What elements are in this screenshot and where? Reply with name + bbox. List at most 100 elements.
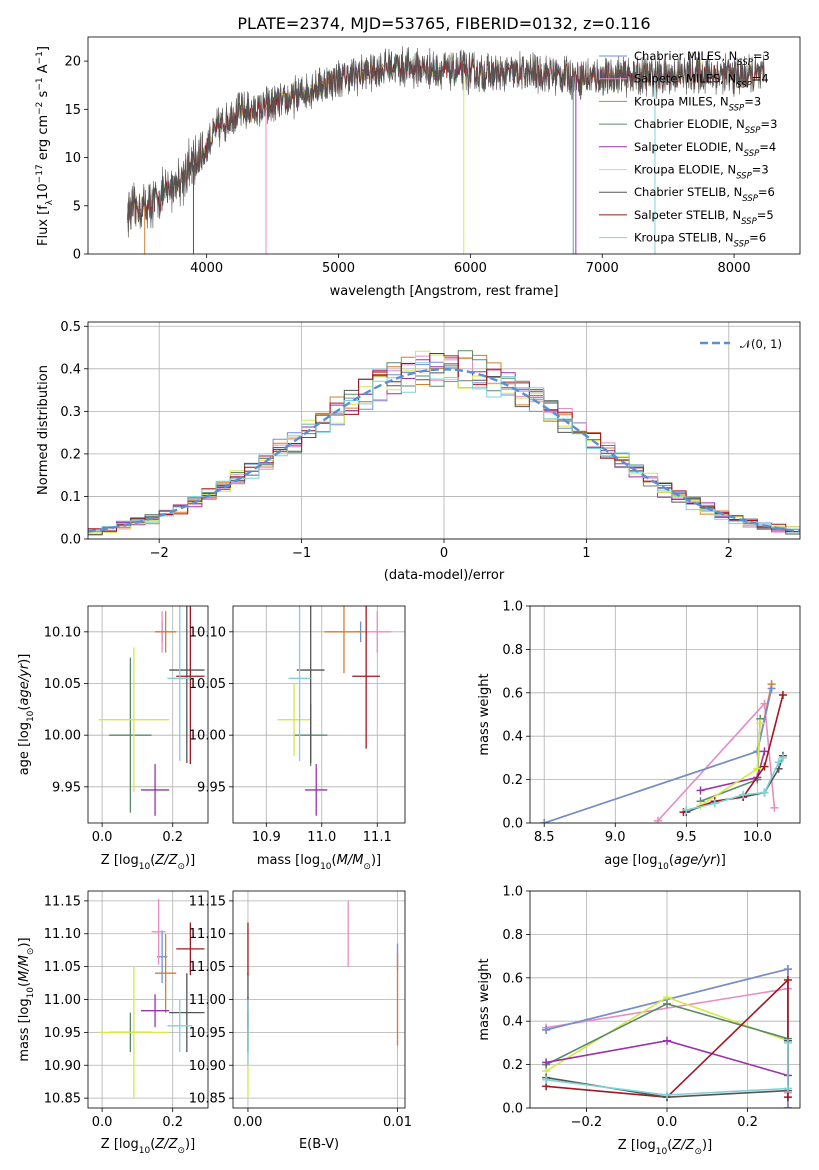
x-tick-label: 0 (440, 546, 448, 561)
y-tick-label: 5 (73, 199, 81, 214)
plot-area (127, 46, 765, 254)
axes-spectrum: 4000 5000 6000 7000 8000 0 5 10 15 20 Chabrier MIL… (35, 36, 801, 299)
y-tick-label: 0.4 (502, 1015, 523, 1030)
y-tick-label: 11.05 (44, 960, 81, 975)
x-tick-label: 0.01 (383, 1115, 412, 1130)
x-axis-label-part: ⊙ (177, 1146, 185, 1156)
x-axis-label-part: log (636, 1138, 656, 1153)
x-axis-label-part: Z/Z (154, 1137, 178, 1152)
x-axis-label-part: 10 (139, 1146, 151, 1156)
x-axis-label-part: 10 (657, 862, 669, 872)
y-tick-label: 11.15 (189, 894, 226, 909)
y-axis-label: Normed distribution (36, 365, 51, 495)
x-tick-label: 2 (725, 546, 733, 561)
weight-line-kroupa-stelib (546, 1042, 789, 1096)
legend-sub: SSP (734, 240, 750, 250)
x-axis-label-part: )] (371, 853, 381, 868)
x-axis-label-part: M/M (337, 853, 364, 868)
legend-sep: , N (729, 117, 745, 131)
y-axis-label-part: )] (17, 937, 32, 947)
y-axis-label-part: −1 (35, 77, 45, 90)
x-axis-label-part: 10 (656, 1147, 668, 1157)
y-tick-label: 10.90 (189, 1059, 226, 1074)
y-tick-label: 10.90 (44, 1059, 81, 1074)
legend-nssp: 3 (770, 117, 777, 131)
x-tick-label: 11.1 (363, 830, 392, 845)
legend-label: Kroupa ELODIE, NSSP=3 (634, 163, 769, 182)
x-tick-label: 0.2 (737, 1115, 758, 1130)
x-axis-label-part: log (119, 853, 139, 868)
y-axis-label: mass weight (477, 958, 492, 1040)
y-tick-label: 10.95 (44, 1026, 81, 1041)
legend-sub: SSP (736, 81, 752, 91)
y-tick-label: 0.4 (60, 362, 81, 377)
y-axis-label-part: log (17, 722, 32, 742)
y-tick-label: 0.3 (60, 405, 81, 420)
x-axis-label: E(B-V) (299, 1137, 339, 1152)
x-axis-label-part: Z [ (101, 1137, 119, 1152)
spectrum-line-chabrier-stelib (127, 46, 765, 238)
x-axis-label-part: 10 (320, 862, 332, 872)
y-tick-label: 0.6 (502, 971, 523, 986)
x-axis-label-part: )] (702, 1138, 712, 1153)
x-tick-label: 7000 (586, 261, 619, 276)
legend: 𝒩(0, 1) (700, 337, 782, 351)
legend-sep: , N (726, 185, 742, 199)
legend-nssp: 5 (766, 208, 773, 222)
y-tick-label: 0.0 (60, 533, 81, 548)
x-tick-label: 11.0 (307, 830, 336, 845)
x-axis-label: age [log10(age/yr)] (604, 853, 726, 872)
y-tick-label: 11.00 (189, 993, 226, 1008)
legend-sep: , N (713, 94, 729, 108)
legend-sub: SSP (736, 172, 752, 182)
y-tick-label: 0.0 (502, 1102, 523, 1117)
y-axis-label-part: ( (17, 706, 32, 711)
y-tick-label: 10.10 (189, 625, 226, 640)
plot-background (530, 606, 800, 823)
x-tick-label: 4000 (190, 261, 223, 276)
y-axis-label-part: log (17, 998, 32, 1018)
x-tick-label: 1 (582, 546, 590, 561)
legend-series-name: Kroupa MILES (634, 94, 713, 108)
legend-eq: = (752, 72, 762, 86)
x-axis-label-part: Z [ (618, 1138, 636, 1153)
y-tick-label: 0.2 (502, 773, 523, 788)
y-tick-label: 0.2 (502, 1058, 523, 1073)
legend-sub: SSP (741, 217, 757, 227)
legend-label: Salpeter STELIB, NSSP=5 (634, 208, 774, 227)
legend-eq: = (760, 117, 770, 131)
x-axis-label: Z [log10(Z/Z⊙)] (618, 1138, 712, 1157)
legend-sub: SSP (742, 194, 758, 204)
x-tick-label: 9.0 (605, 830, 626, 845)
y-tick-label: 10.05 (189, 677, 226, 692)
x-axis-label: Z [log10(Z/Z⊙)] (101, 853, 195, 872)
y-tick-label: 10.85 (189, 1092, 226, 1107)
x-axis-label-part: ⊙ (694, 1147, 702, 1157)
y-tick-label: 10.05 (44, 677, 81, 692)
x-axis-label-part: mass [ (257, 853, 300, 868)
axes-age-vs-mass: 10.9 11.0 11.1 9.95 10.00 10.05 10.10 mass [log… (189, 605, 406, 872)
x-axis-label-part: ( (669, 853, 674, 868)
x-axis-label-part: age/yr (674, 853, 717, 868)
axes-frame (87, 890, 209, 1109)
legend-eq: = (753, 49, 763, 63)
x-axis-label-part: )] (716, 853, 726, 868)
y-tick-label: 9.95 (52, 780, 81, 795)
y-tick-label: 0.5 (60, 320, 81, 335)
plot-area (88, 350, 800, 536)
legend-series-name: Salpeter STELIB (634, 208, 725, 222)
legend-nssp: 6 (759, 231, 766, 245)
x-axis-label: wavelength [Angstrom, rest frame] (330, 284, 559, 299)
plot-area (247, 900, 399, 1099)
y-axis-label-part: age [ (17, 742, 32, 775)
axes-frame (87, 36, 801, 255)
x-axis-label-part: Z/Z (671, 1138, 695, 1153)
y-axis-label: mass weight (477, 673, 492, 755)
y-axis-label: Flux [fλ10−17 erg cm−2 s−1 A−1] (35, 46, 55, 246)
legend-label: Salpeter ELODIE, NSSP=4 (634, 140, 776, 159)
axes-weight-vs-age: 8.5 9.0 9.5 10.0 0.0 0.2 0.4 0.6 0.8 1.0 age [log1… (477, 600, 801, 872)
legend-sep: , N (720, 163, 736, 177)
x-tick-label: −1 (292, 546, 311, 561)
legend-sub: SSP (737, 58, 753, 68)
